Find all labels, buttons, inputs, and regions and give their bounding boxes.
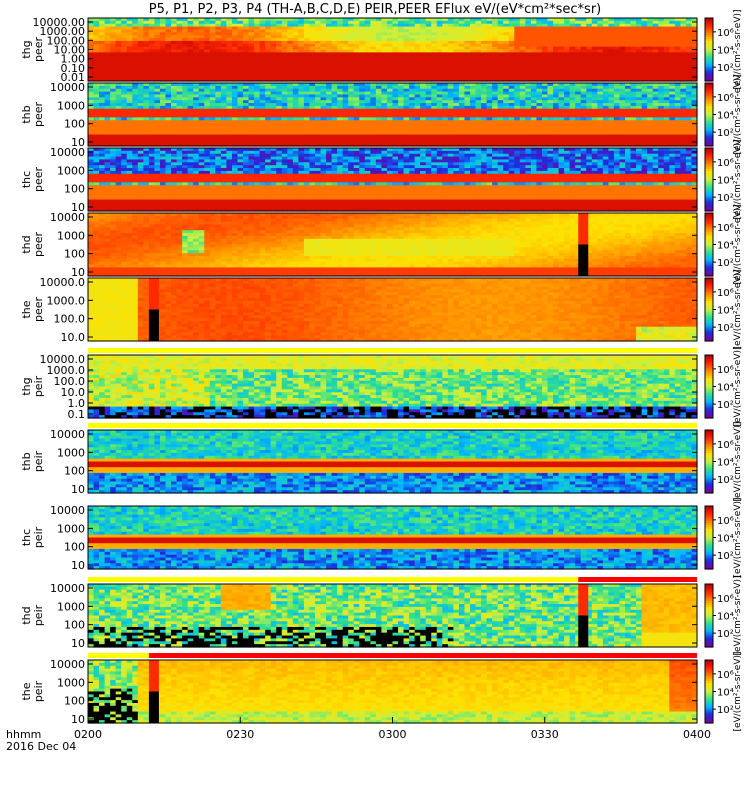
y-tick-label: 1000 <box>57 99 85 112</box>
panel-label: peer <box>32 102 45 128</box>
colorbar-tick-label: 10⁶ <box>717 93 734 104</box>
colorbar-tick-label: 10² <box>717 128 734 139</box>
y-tick-label: 10000 <box>50 81 85 94</box>
colorbar-tick-label: 10⁴ <box>717 111 734 122</box>
panel-label: peer <box>32 37 45 63</box>
panel-thb-peer: 10000100010010thb peer10⁶10⁴10² [eV/(cm²-s… <box>20 74 743 154</box>
colorbar-tick-label: 10⁶ <box>717 28 734 39</box>
colorbar-tick-label: 10⁴ <box>717 46 734 57</box>
spectrogram-figure: 10000.001000.00100.0010.001.000.100.01th… <box>0 0 750 800</box>
panel-thg-peer: 10000.001000.00100.0010.001.000.100.01th… <box>20 9 743 89</box>
panel-thc-peer: 10000100010010thc peer10⁶10⁴10² [eV/(cm²-s… <box>20 139 743 219</box>
y-tick-label: 100 <box>64 118 85 131</box>
colorbar-tick-label: 10² <box>717 63 734 74</box>
